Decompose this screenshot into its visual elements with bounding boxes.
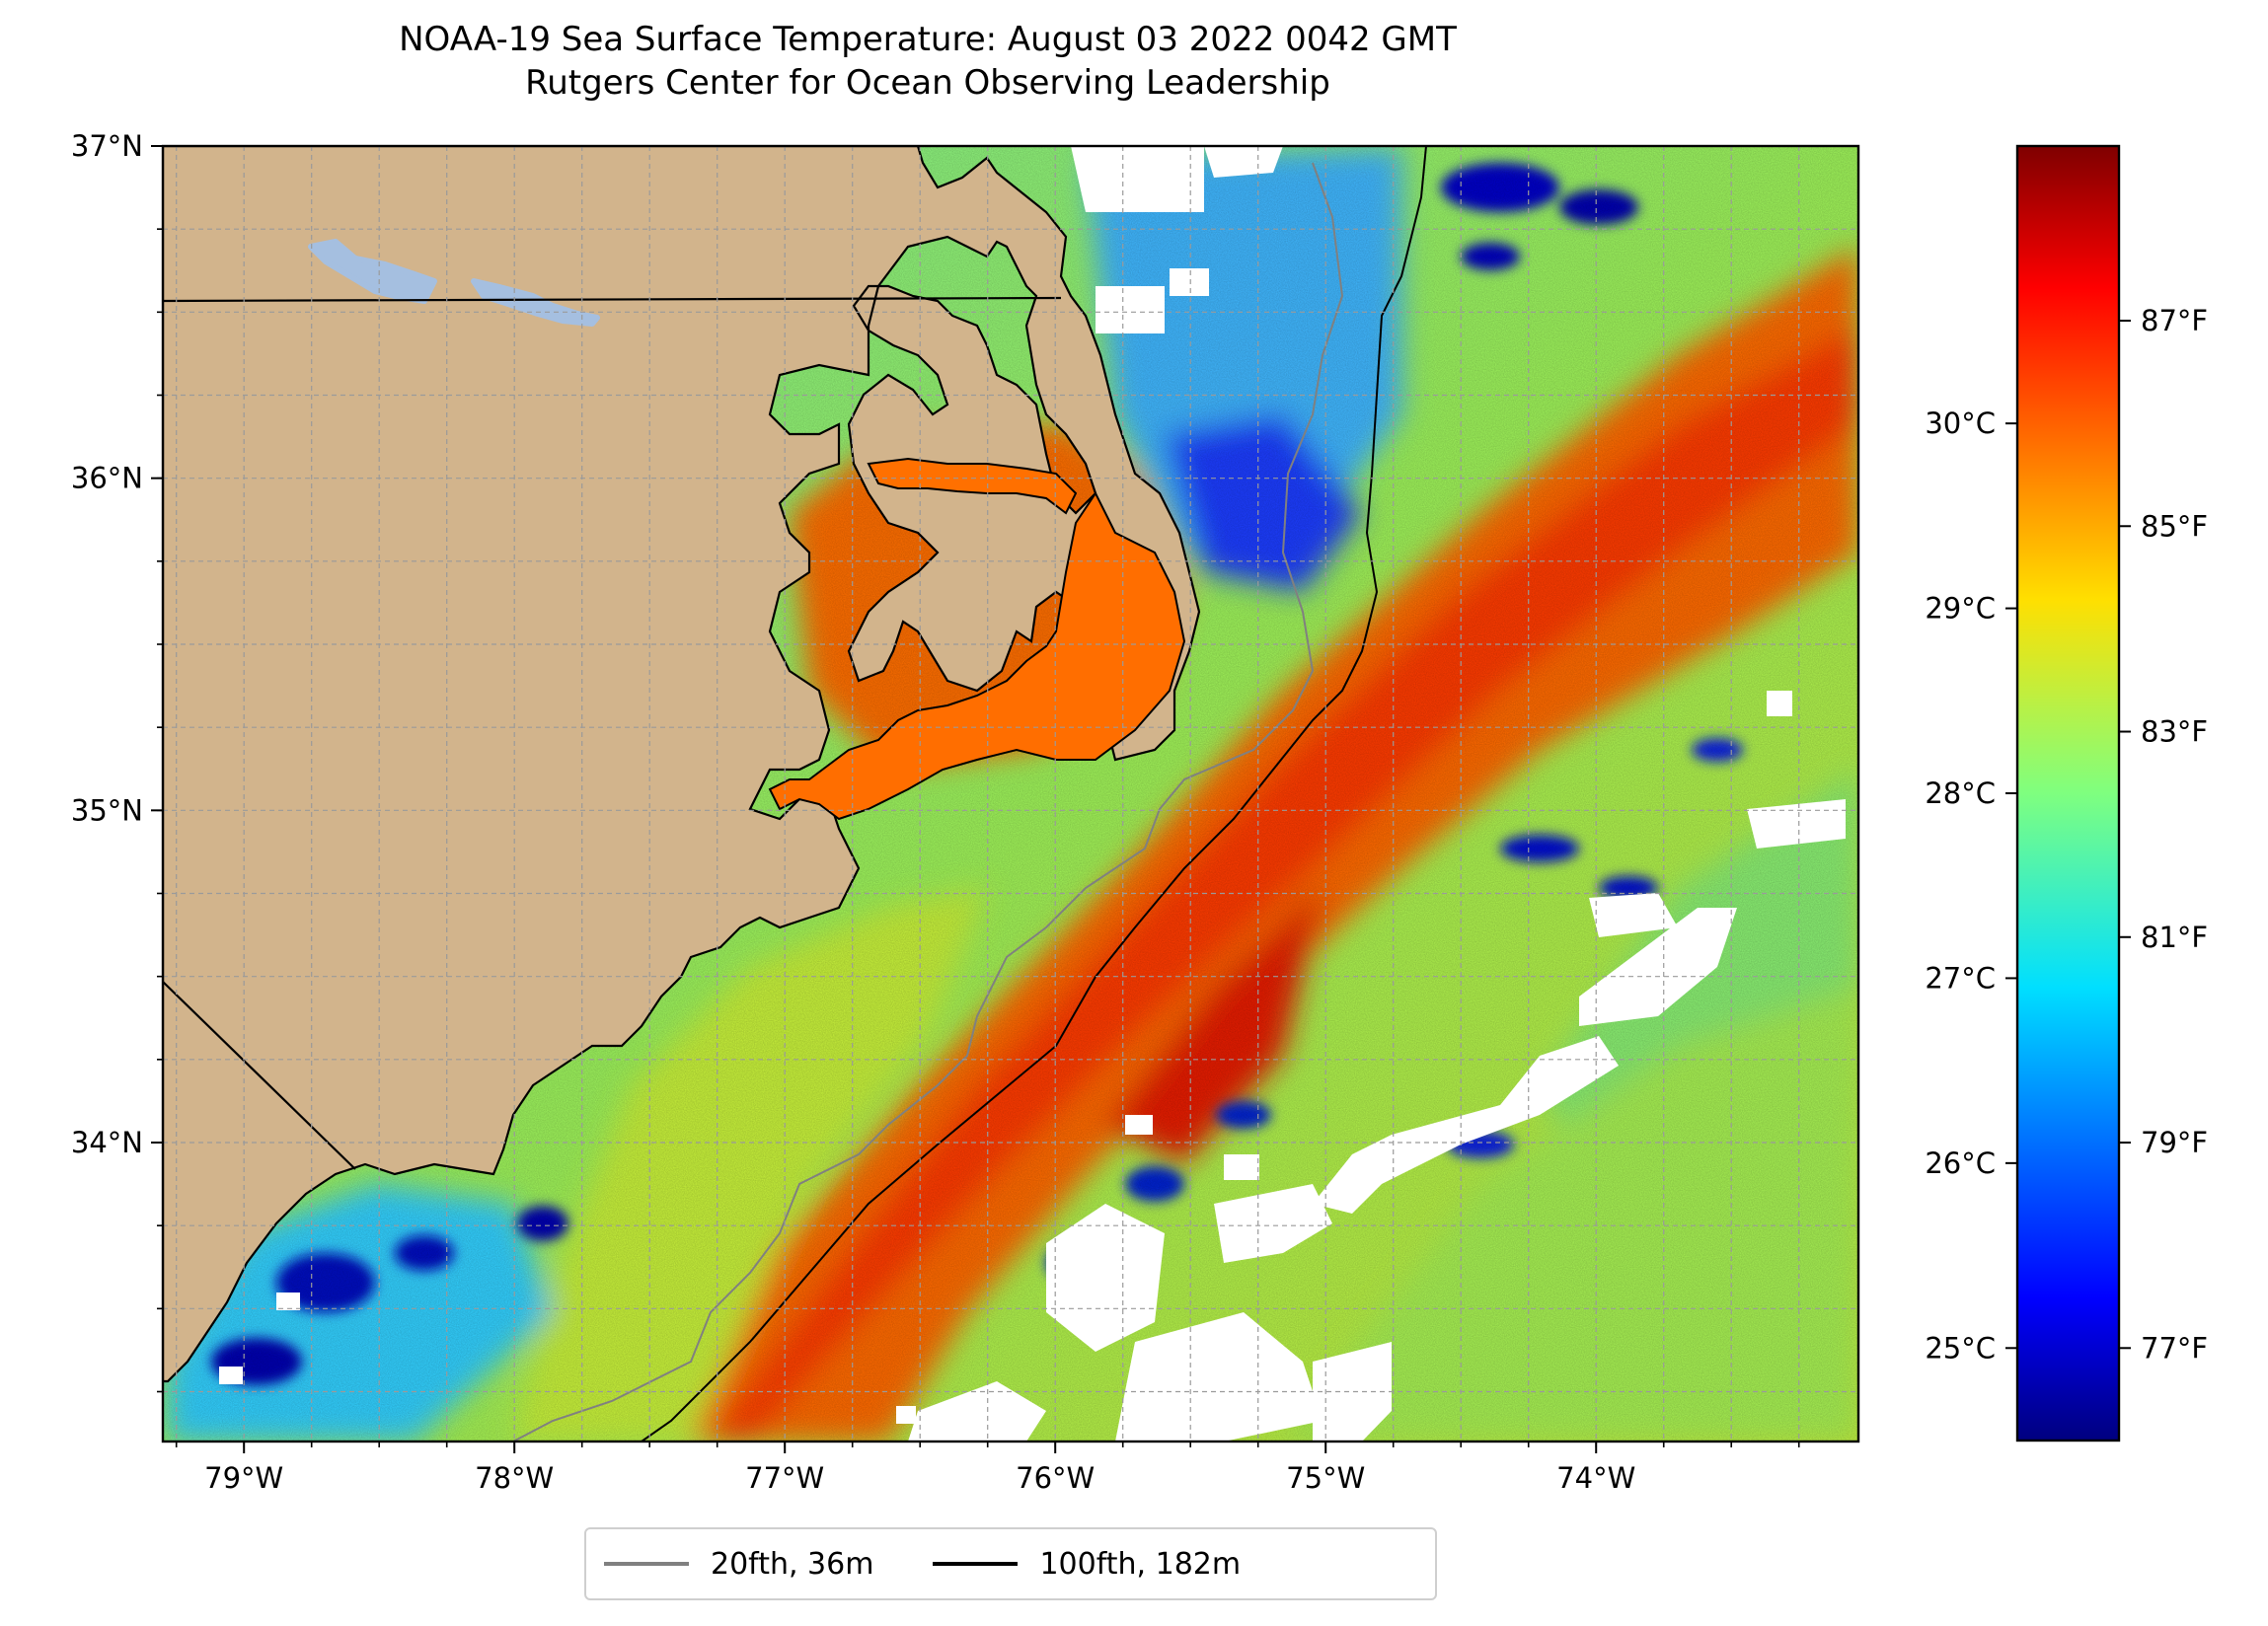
pamlico-sound	[768, 491, 1186, 821]
lake-kerr	[308, 239, 437, 304]
title-line-2: Rutgers Center for Ocean Observing Leade…	[525, 63, 1330, 103]
colorbar-c-label: 26°C	[1925, 1146, 1996, 1180]
colorbar-f-label: 79°F	[2141, 1126, 2208, 1159]
colorbar-c-label: 28°C	[1925, 776, 1996, 810]
colorbar-f-label: 87°F	[2141, 304, 2208, 337]
legend-label-100fth: 100fth, 182m	[1039, 1546, 1242, 1582]
axis-ticks: 79°W 78°W 77°W 76°W 75°W 74°W 37°N 36°N 35°N 34°N	[71, 129, 1800, 1495]
state-border-va-nc	[163, 296, 1062, 303]
lat-tick-label: 35°N	[71, 793, 143, 827]
map-frame	[161, 144, 1860, 1443]
legend-label-20fth: 20fth, 36m	[711, 1546, 874, 1582]
colorbar-f-label: 83°F	[2141, 715, 2208, 749]
colorbar-f-label: 81°F	[2141, 921, 2208, 954]
lon-tick-label: 76°W	[1016, 1461, 1095, 1495]
lake-gaston	[471, 278, 600, 327]
legend: 20fth, 36m 100fth, 182m	[584, 1527, 1437, 1600]
legend-line-20fth	[604, 1562, 689, 1566]
colorbar-ticks: 87°F 85°F 83°F 81°F 79°F 77°F 30°C 29°C 28°C 27°C…	[1925, 304, 2208, 1365]
colorbar-f-label: 77°F	[2141, 1331, 2208, 1365]
legend-line-100fth	[933, 1562, 1019, 1566]
colorbar-c-label: 30°C	[1925, 406, 1996, 440]
colorbar-c-label: 25°C	[1925, 1331, 1996, 1365]
albemarle-sound	[867, 457, 1078, 515]
colorbar-c-label: 29°C	[1925, 592, 1996, 626]
legend-item-100fth: 100fth, 182m	[933, 1547, 1241, 1582]
colorbar-f-label: 85°F	[2141, 509, 2208, 543]
map-area	[163, 146, 1858, 1441]
gridlines	[163, 146, 1858, 1441]
lon-tick-label: 74°W	[1556, 1461, 1635, 1495]
legend-item-20fth: 20fth, 36m	[604, 1547, 873, 1582]
cloud-mask	[219, 146, 1846, 1441]
lon-tick-label: 75°W	[1286, 1461, 1365, 1495]
lat-tick-label: 36°N	[71, 462, 143, 495]
lon-tick-label: 79°W	[204, 1461, 283, 1495]
lon-tick-label: 78°W	[475, 1461, 554, 1495]
chart-title: NOAA-19 Sea Surface Temperature: August …	[163, 18, 1693, 105]
contour-20fth	[512, 162, 1344, 1441]
colorbar	[2015, 144, 2121, 1442]
lat-tick-label: 34°N	[71, 1126, 143, 1159]
state-border-nc-sc	[163, 981, 356, 1170]
contour-100fth	[641, 146, 1427, 1441]
colorbar-c-label: 27°C	[1925, 961, 1996, 995]
lat-tick-label: 37°N	[71, 129, 143, 163]
lon-tick-label: 77°W	[745, 1461, 824, 1495]
title-line-1: NOAA-19 Sea Surface Temperature: August …	[399, 20, 1457, 59]
